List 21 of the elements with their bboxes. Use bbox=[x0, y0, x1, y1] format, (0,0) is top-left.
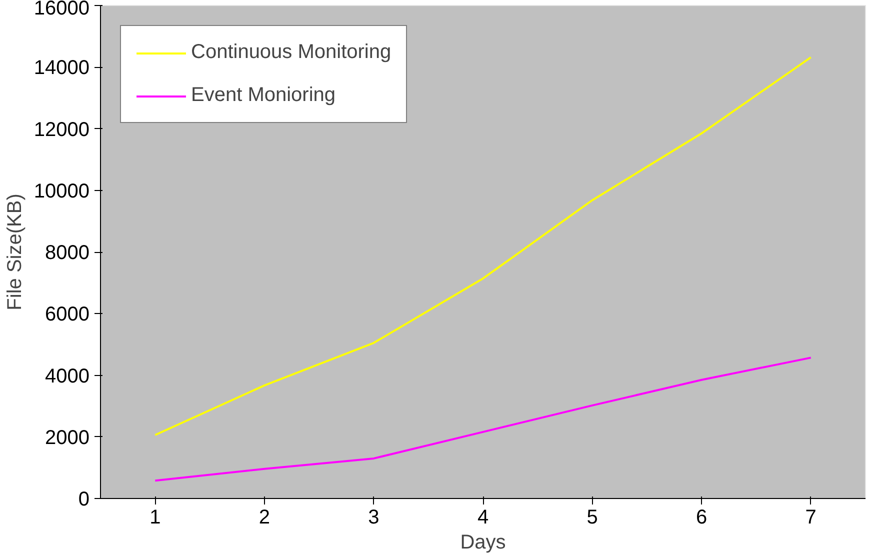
x-tick-label: 6 bbox=[696, 506, 708, 528]
x-tick-label: 7 bbox=[805, 506, 816, 528]
y-tick-label: 8000 bbox=[45, 242, 90, 264]
y-tick-label: 16000 bbox=[34, 0, 90, 20]
y-tick-label: 14000 bbox=[34, 57, 90, 80]
x-axis-title: Days bbox=[460, 532, 506, 554]
y-tick-label: 6000 bbox=[45, 304, 90, 326]
x-tick-label: 1 bbox=[150, 506, 161, 528]
y-tick-label: 10000 bbox=[34, 180, 90, 202]
y-tick-label: 0 bbox=[78, 488, 90, 510]
line-series bbox=[154, 356, 812, 482]
y-tick-label: 2000 bbox=[45, 426, 90, 449]
legend-label: Event Monioring bbox=[191, 84, 336, 107]
x-tick-label: 2 bbox=[258, 506, 270, 528]
x-tick-label: 4 bbox=[477, 506, 489, 528]
y-axis-title: File Size(KB) bbox=[4, 194, 26, 310]
legend-label: Continuous Monitoring bbox=[191, 41, 392, 64]
x-tick-label: 3 bbox=[368, 506, 380, 528]
x-tick-label: 5 bbox=[586, 506, 598, 528]
y-tick-label: 12000 bbox=[34, 118, 90, 141]
y-tick-label: 4000 bbox=[45, 365, 90, 388]
